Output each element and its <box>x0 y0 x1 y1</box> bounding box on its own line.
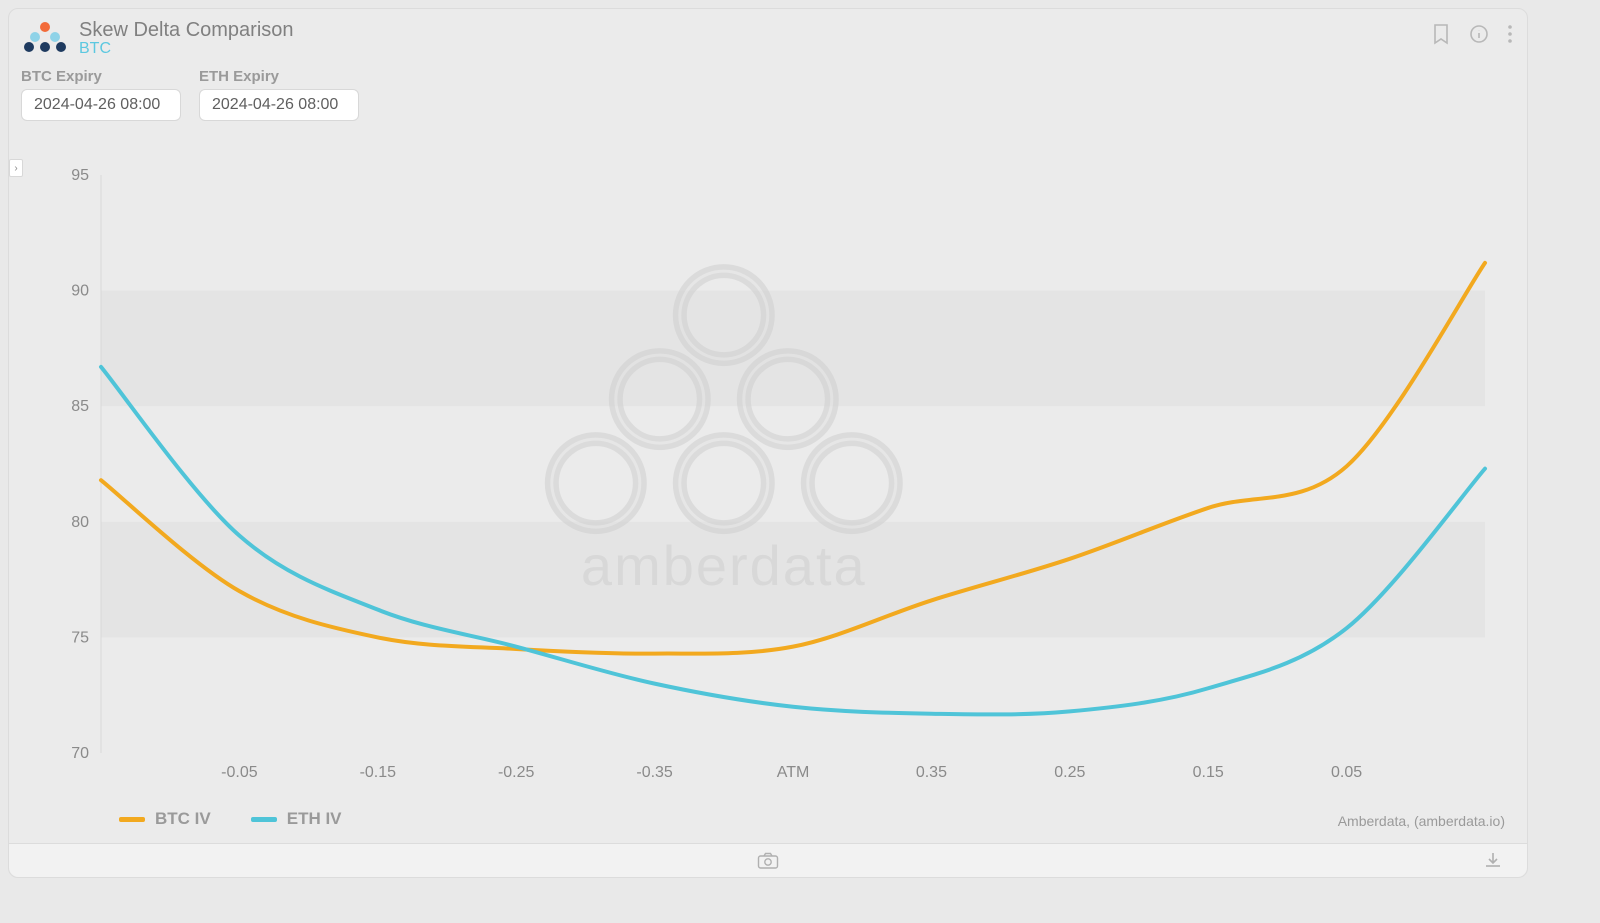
svg-text:-0.15: -0.15 <box>360 764 397 781</box>
eth-expiry-value: 2024-04-26 08:00 <box>212 96 338 113</box>
more-menu-icon[interactable] <box>1507 24 1513 44</box>
svg-text:-0.25: -0.25 <box>498 764 535 781</box>
legend-swatch <box>251 817 277 822</box>
svg-text:0.35: 0.35 <box>916 764 947 781</box>
svg-text:80: 80 <box>71 514 89 531</box>
chart-card: Skew Delta Comparison BTC <box>8 8 1528 878</box>
svg-text:amberdata: amberdata <box>581 534 867 597</box>
chart-title: Skew Delta Comparison <box>79 19 294 42</box>
eth-expiry-select[interactable]: 2024-04-26 08:00 <box>199 89 359 121</box>
svg-text:-0.35: -0.35 <box>636 764 673 781</box>
svg-text:75: 75 <box>71 629 89 646</box>
svg-text:-0.05: -0.05 <box>221 764 258 781</box>
eth-expiry-control: ETH Expiry 2024-04-26 08:00 <box>199 68 359 121</box>
chart-subtitle: BTC <box>79 40 294 58</box>
svg-text:ATM: ATM <box>777 764 810 781</box>
card-footer <box>9 843 1527 877</box>
svg-text:0.25: 0.25 <box>1054 764 1085 781</box>
svg-text:0.05: 0.05 <box>1331 764 1362 781</box>
chevron-right-icon: › <box>14 163 17 174</box>
brand-logo <box>21 19 69 55</box>
controls-row: BTC Expiry 2024-04-26 08:00 ETH Expiry 2… <box>9 64 1527 129</box>
camera-icon[interactable] <box>757 852 779 870</box>
expand-handle[interactable]: › <box>9 159 23 177</box>
chart-plot: 70 75 80 85 90 95 -0.05 -0.15 -0.25 -0.35 ATM 0.35 0… <box>31 169 1505 793</box>
btc-expiry-select[interactable]: 2024-04-26 08:00 <box>21 89 181 121</box>
info-icon[interactable] <box>1469 24 1489 44</box>
bookmark-icon[interactable] <box>1431 23 1451 45</box>
chart-legend: BTC IV ETH IV <box>119 809 342 829</box>
eth-expiry-label: ETH Expiry <box>199 68 359 85</box>
svg-text:85: 85 <box>71 398 89 415</box>
legend-label: ETH IV <box>287 809 342 829</box>
svg-text:95: 95 <box>71 169 89 184</box>
header-actions <box>1431 23 1513 45</box>
svg-text:70: 70 <box>71 745 89 762</box>
legend-item-btc[interactable]: BTC IV <box>119 809 211 829</box>
btc-expiry-label: BTC Expiry <box>21 68 181 85</box>
title-block: Skew Delta Comparison BTC <box>79 19 294 58</box>
svg-text:0.15: 0.15 <box>1193 764 1224 781</box>
legend-swatch <box>119 817 145 822</box>
legend-item-eth[interactable]: ETH IV <box>251 809 342 829</box>
legend-label: BTC IV <box>155 809 211 829</box>
btc-expiry-control: BTC Expiry 2024-04-26 08:00 <box>21 68 181 121</box>
svg-text:90: 90 <box>71 283 89 300</box>
download-icon[interactable] <box>1483 851 1503 869</box>
btc-expiry-value: 2024-04-26 08:00 <box>34 96 160 113</box>
card-header: Skew Delta Comparison BTC <box>9 9 1527 64</box>
chart-svg: 70 75 80 85 90 95 -0.05 -0.15 -0.25 -0.35 ATM 0.35 0… <box>31 169 1505 793</box>
attribution-text: Amberdata, (amberdata.io) <box>1338 813 1505 829</box>
